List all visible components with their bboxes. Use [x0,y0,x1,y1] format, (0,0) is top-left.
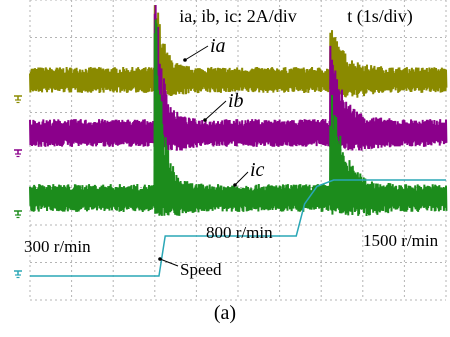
trace-ia [29,5,448,98]
trace-ic [29,19,448,217]
label-leader-dot [183,58,187,62]
label-leader-dot [203,118,207,122]
scope-traces [29,4,448,277]
label-leader-dot [233,183,237,187]
figure-caption: (a) [213,302,237,324]
channel-markers [14,95,22,279]
trace-speed [30,179,446,277]
time-scale-label: t (1s/div) [347,6,413,27]
label-leader-line [184,45,209,61]
label-leader-line [234,171,249,186]
label-leader-line [159,258,179,267]
trace-ib [29,4,448,151]
series-label-ic: ic [250,159,265,181]
scope-grid [29,0,447,301]
annotation-800rpm: 800 r/min [206,223,273,242]
annotation-300rpm: 300 r/min [24,237,91,256]
label-leader-dot [158,257,162,261]
annotation-1500rpm: 1500 r/min [363,231,439,250]
currents-scale-label: ia, ib, ic: 2A/div [179,6,296,26]
series-label-ib: ib [228,90,244,112]
series-label-speed: Speed [180,260,222,279]
label-leader-line [204,100,227,121]
series-label-ia: ia [210,35,226,57]
